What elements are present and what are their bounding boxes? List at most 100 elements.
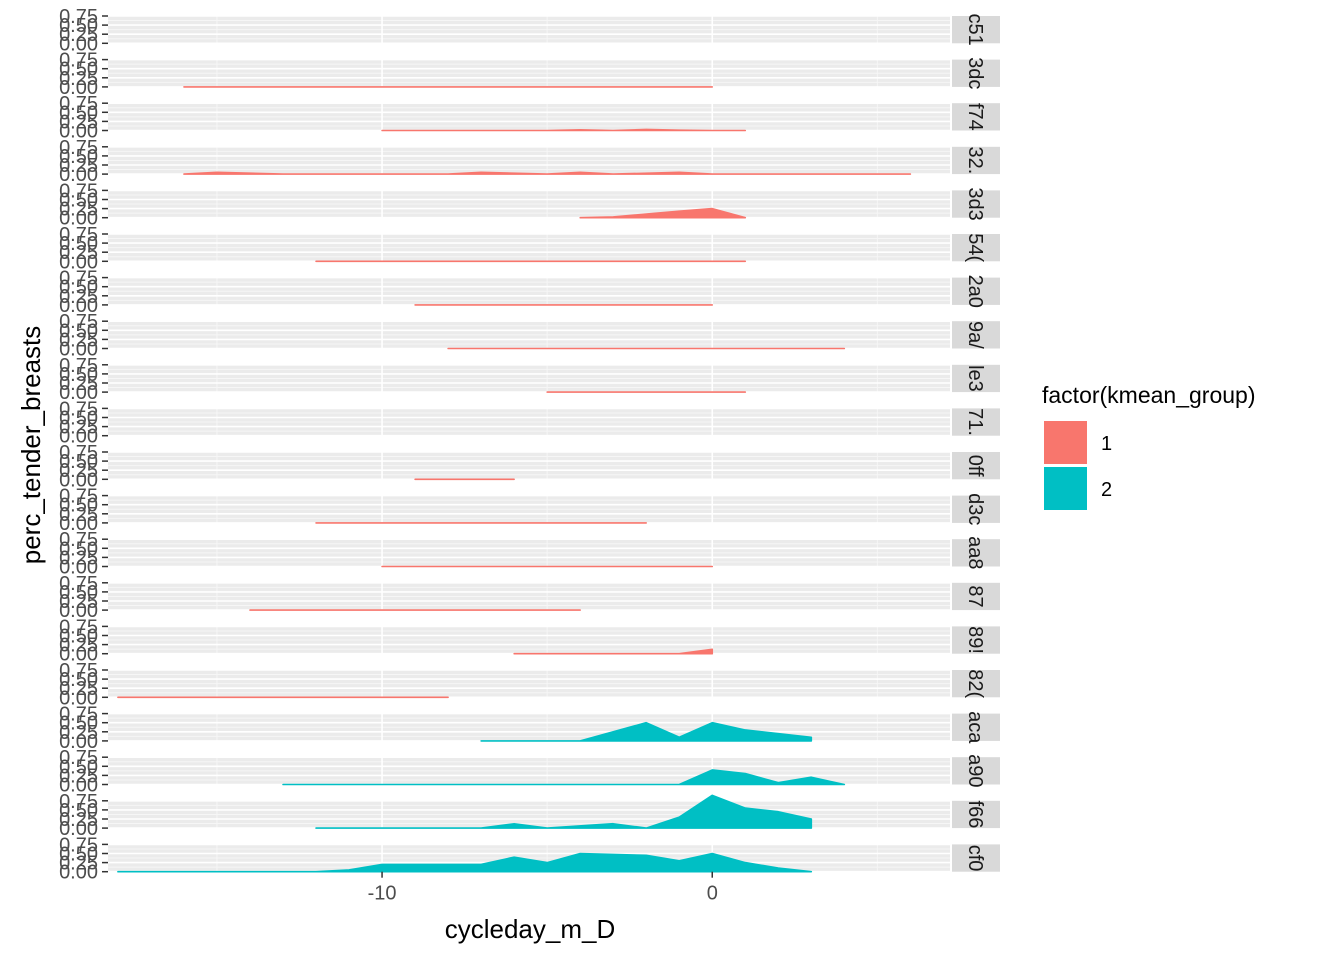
y-tick-label: 0.00	[59, 644, 98, 666]
y-tick-label: 0.25	[59, 242, 98, 264]
facet-strip	[952, 713, 1000, 741]
x-axis: -10 0	[368, 871, 718, 905]
y-tick-label: 0.25	[59, 678, 98, 700]
y-tick-label: 0.75	[59, 704, 98, 726]
area-series-group-1	[183, 171, 912, 175]
legend-entry-label: 1	[1101, 433, 1112, 455]
y-tick-label: 0.50	[59, 408, 98, 430]
y-tick-label: 0.75	[59, 137, 98, 159]
y-tick-label: 0.25	[59, 765, 98, 787]
legend-key-swatch	[1044, 467, 1087, 510]
facet-strip	[952, 364, 1000, 393]
facet-strip-label: f66	[964, 801, 986, 829]
y-tick-label: 0.75	[59, 224, 98, 246]
facet-strip	[952, 670, 1000, 698]
y-tick-label: 0.25	[59, 722, 98, 744]
y-tick-label: 0.50	[59, 713, 98, 735]
facet-strip	[952, 626, 1000, 654]
y-tick-label: 0.00	[59, 77, 98, 99]
facet-strip-label: aa8	[964, 536, 986, 569]
y-tick-label: 0.00	[59, 862, 98, 884]
facet-strip	[952, 234, 1000, 262]
facet-strip	[952, 539, 1000, 567]
y-tick-label: 0.75	[59, 311, 98, 333]
y-tick-label: 0.00	[59, 339, 98, 361]
facet-panel: 0.000.250.500.75 c51	[59, 6, 1000, 55]
y-tick-label: 0.75	[59, 442, 98, 464]
y-tick-label: 0.75	[59, 660, 98, 682]
y-tick-label: 0.50	[59, 451, 98, 473]
y-tick-label: 0.75	[59, 834, 98, 856]
area-series-group-2	[117, 852, 813, 873]
y-tick-label: 0.00	[59, 731, 98, 753]
facet-strip	[952, 452, 1000, 480]
area-series-group-2	[480, 721, 813, 742]
area-series-group-1	[513, 648, 714, 655]
y-tick-label: 0.25	[59, 155, 98, 177]
y-tick-label: 0.25	[59, 24, 98, 46]
facet-panel: 0.000.250.500.75 f66	[59, 791, 1000, 840]
x-tick-label: -10	[368, 883, 397, 905]
y-tick-label: 0.25	[59, 591, 98, 613]
y-tick-label: 0.00	[59, 513, 98, 535]
y-tick-label: 0.25	[59, 547, 98, 569]
facet-panel: 0.000.250.500.75 aca	[59, 704, 1000, 753]
y-tick-label: 0.00	[59, 382, 98, 404]
facet-strip	[952, 16, 1000, 44]
y-tick-label: 0.25	[59, 199, 98, 221]
y-tick-label: 0.50	[59, 800, 98, 822]
y-tick-label: 0.50	[59, 626, 98, 648]
facet-panel: 0.000.250.500.75 cf0	[59, 834, 1000, 884]
facet-strip	[952, 277, 1000, 305]
y-tick-label: 0.75	[59, 747, 98, 769]
y-tick-label: 0.25	[59, 373, 98, 395]
facet-strip	[952, 844, 1000, 872]
y-tick-label: 0.00	[59, 557, 98, 579]
area-series-group-1	[381, 128, 747, 132]
y-tick-label: 0.25	[59, 809, 98, 831]
facet-panel: 0.000.250.500.75 f74	[59, 93, 1000, 143]
facet-strip-label: c51	[964, 14, 986, 46]
facet-strip-label: f74	[964, 103, 986, 131]
y-tick-label: 0.25	[59, 68, 98, 90]
facet-strip-label: 71.	[964, 408, 986, 436]
facet-panel: 0.000.250.500.75 54(	[59, 224, 1000, 273]
y-tick-label: 0.75	[59, 791, 98, 813]
y-tick-label: 0.75	[59, 573, 98, 595]
y-tick-label: 0.75	[59, 486, 98, 508]
y-tick-label: 0.50	[59, 233, 98, 255]
y-tick-label: 0.00	[59, 33, 98, 55]
area-series-group-1	[579, 207, 747, 219]
y-tick-label: 0.75	[59, 50, 98, 72]
y-tick-label: 0.25	[59, 635, 98, 657]
facet-panel: 0.000.250.500.75 2a0	[59, 268, 1000, 317]
facet-strip-label: 89!	[964, 626, 986, 654]
y-tick-label: 0.50	[59, 364, 98, 386]
facet-strip-label: le3	[964, 365, 986, 392]
y-tick-label: 0.00	[59, 251, 98, 273]
y-tick-label: 0.00	[59, 469, 98, 491]
y-tick-label: 0.75	[59, 616, 98, 638]
facet-strip-label: 0ff	[964, 455, 986, 477]
y-tick-label: 0.25	[59, 111, 98, 133]
facet-panel: 0.000.250.500.75 3d3	[59, 180, 1000, 230]
facet-strip-label: 9a/	[964, 321, 986, 349]
facet-strip-label: 3d3	[964, 187, 986, 220]
y-tick-label: 0.50	[59, 320, 98, 342]
facet-panel: 0.000.250.500.75 89!	[59, 616, 1000, 666]
y-tick-label: 0.75	[59, 6, 98, 28]
y-tick-label: 0.25	[59, 417, 98, 439]
y-tick-label: 0.25	[59, 286, 98, 308]
facet-panel: 0.000.250.500.75 le3	[59, 355, 1000, 404]
y-tick-label: 0.00	[59, 600, 98, 622]
y-tick-label: 0.25	[59, 853, 98, 875]
y-tick-label: 0.75	[59, 355, 98, 377]
y-tick-label: 0.75	[59, 180, 98, 202]
facet-strip	[952, 321, 1000, 349]
legend-entry-label: 2	[1101, 479, 1112, 501]
legend: factor(kmean_group) 12	[1042, 382, 1256, 510]
facet-strip	[952, 582, 1000, 611]
